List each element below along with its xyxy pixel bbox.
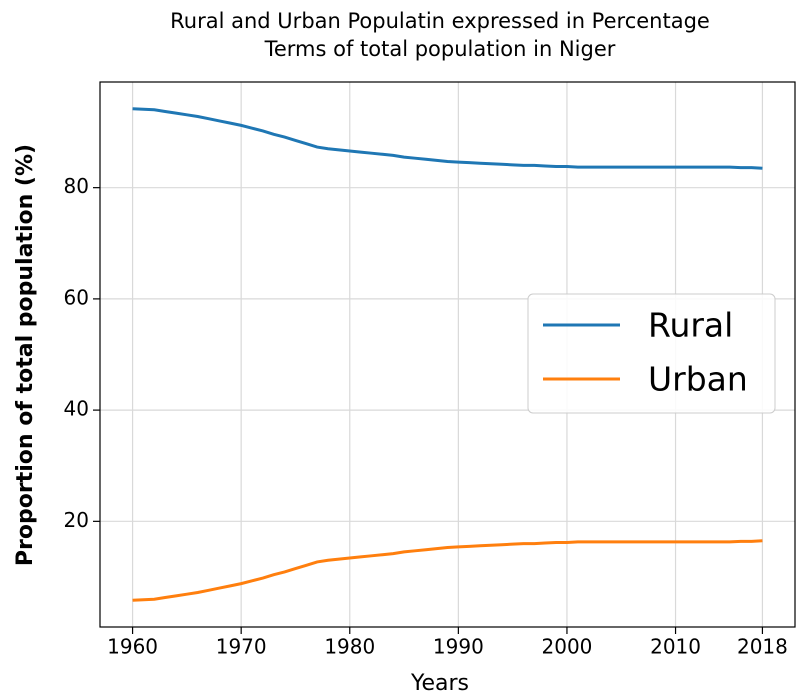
y-tick-label: 20 bbox=[64, 508, 89, 532]
y-tick-label: 60 bbox=[64, 285, 89, 309]
y-tick-label: 80 bbox=[64, 174, 89, 198]
legend-label: Rural bbox=[648, 306, 733, 345]
x-tick-label: 1970 bbox=[216, 635, 267, 659]
x-tick-label: 1960 bbox=[107, 635, 158, 659]
y-tick-label: 40 bbox=[64, 397, 89, 421]
x-axis-label: Years bbox=[410, 671, 469, 695]
x-tick-label: 2000 bbox=[542, 635, 593, 659]
x-tick-label: 1990 bbox=[433, 635, 484, 659]
legend-label: Urban bbox=[648, 360, 748, 399]
x-tick-label: 1980 bbox=[324, 635, 375, 659]
line-series bbox=[132, 107, 763, 170]
plot-frame bbox=[99, 81, 796, 628]
line-series bbox=[132, 539, 763, 602]
x-tick-label: 2010 bbox=[650, 635, 701, 659]
x-tick-label: 2018 bbox=[737, 635, 788, 659]
chart-title: Terms of total population in Niger bbox=[264, 37, 616, 61]
chart-title: Rural and Urban Populatin expressed in P… bbox=[170, 9, 710, 33]
y-axis-label: Proportion of total population (%) bbox=[13, 144, 38, 566]
